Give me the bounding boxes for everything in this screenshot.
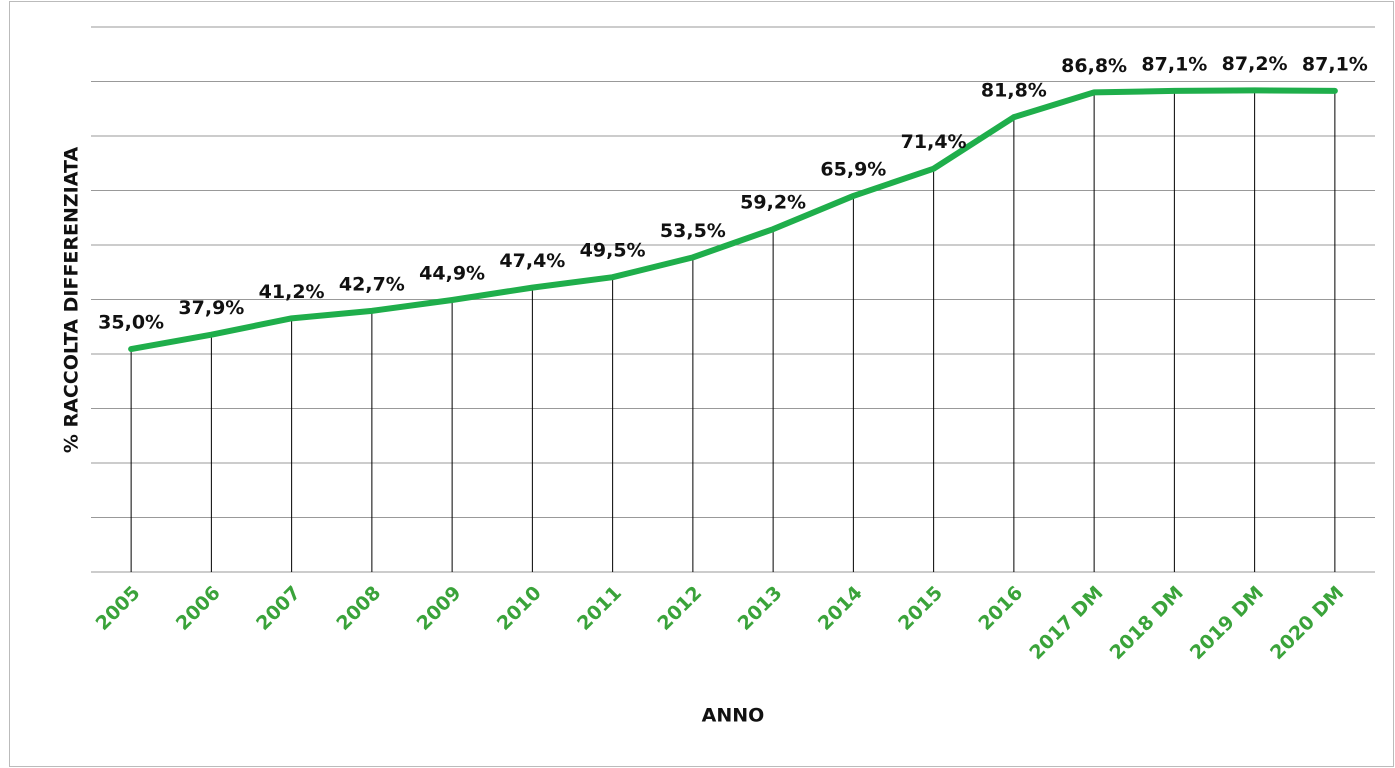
data-label: 59,2% xyxy=(740,192,806,214)
x-axis-title: ANNO xyxy=(702,705,765,727)
data-label: 35,0% xyxy=(98,312,164,334)
data-label: 86,8% xyxy=(1061,55,1127,77)
series-line xyxy=(128,87,1338,353)
data-label: 87,2% xyxy=(1222,53,1288,75)
data-label: 53,5% xyxy=(660,220,726,242)
data-label: 41,2% xyxy=(259,281,325,303)
data-label: 47,4% xyxy=(499,250,565,272)
chart-border xyxy=(9,1,1394,767)
data-label: 87,1% xyxy=(1302,53,1368,75)
data-label: 81,8% xyxy=(981,80,1047,102)
data-label: 44,9% xyxy=(419,262,485,284)
data-label: 37,9% xyxy=(178,297,244,319)
data-label: 87,1% xyxy=(1141,53,1207,75)
data-label: 71,4% xyxy=(901,131,967,153)
data-label: 49,5% xyxy=(580,240,646,262)
data-label: 65,9% xyxy=(820,158,886,180)
data-label: 42,7% xyxy=(339,273,405,295)
y-axis-title: % RACCOLTA DIFFERENZIATA xyxy=(61,147,83,454)
